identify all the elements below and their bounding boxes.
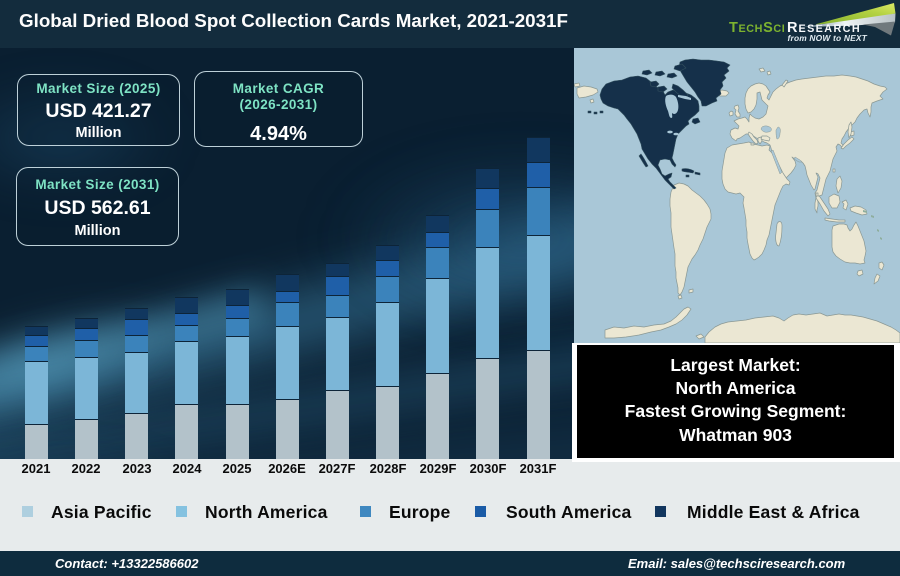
svg-text:RESEARCH: RESEARCH xyxy=(787,20,861,36)
svg-text:from NOW to NEXT: from NOW to NEXT xyxy=(788,33,868,43)
svg-text:TECHSCI: TECHSCI xyxy=(729,20,785,36)
